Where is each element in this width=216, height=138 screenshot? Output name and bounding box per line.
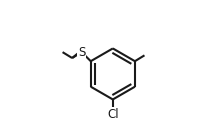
Text: Cl: Cl [107,108,119,121]
Text: S: S [78,46,85,59]
